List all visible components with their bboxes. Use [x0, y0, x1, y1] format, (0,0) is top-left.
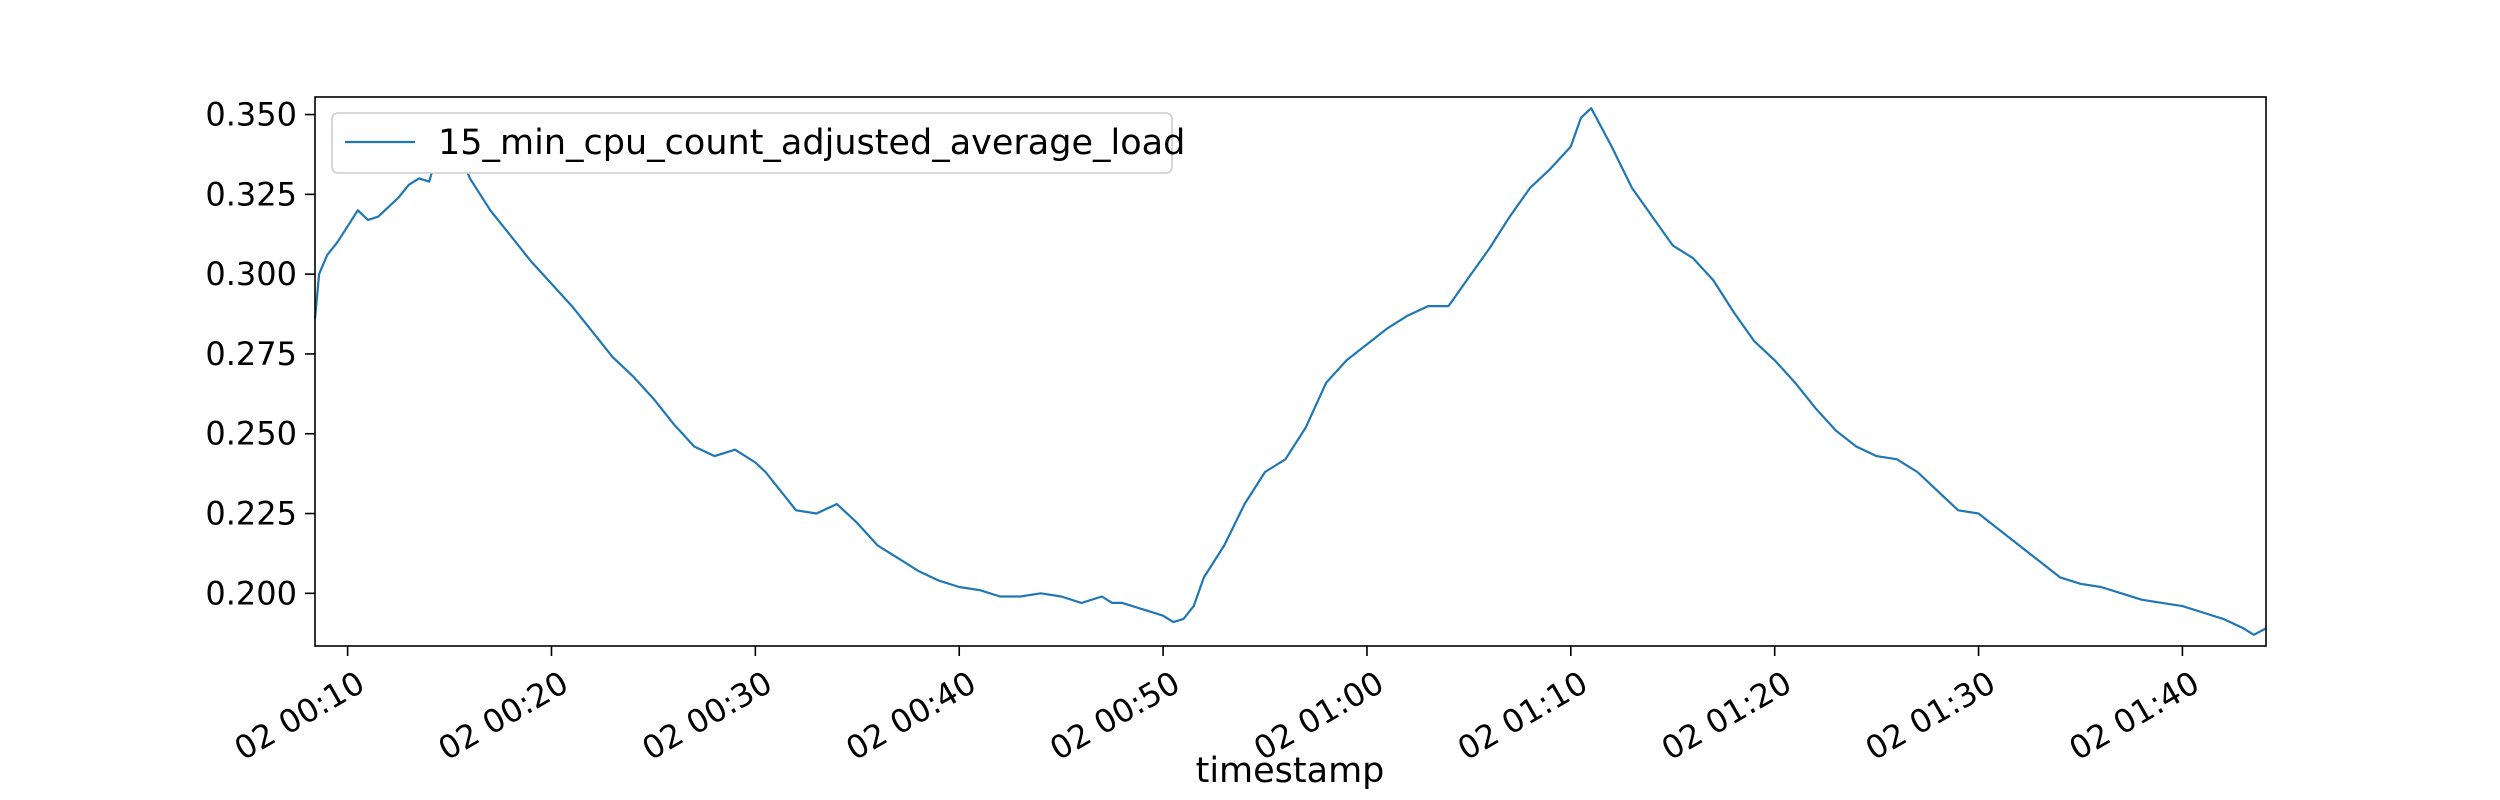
legend-label: 15_min_cpu_count_adjusted_average_load — [438, 123, 1185, 163]
y-tick-label: 0.350 — [205, 96, 297, 134]
y-tick-label: 0.325 — [205, 175, 297, 213]
x-tick-label: 02 01:30 — [1859, 663, 2002, 767]
series-line — [313, 107, 2267, 636]
y-tick-label: 0.300 — [205, 255, 297, 293]
x-tick-label: 02 01:20 — [1655, 663, 1798, 767]
plot-frame — [314, 96, 2267, 647]
plot-area — [315, 97, 2266, 646]
y-tick-label: 0.200 — [205, 574, 297, 612]
legend-box — [331, 112, 1173, 174]
y-tick-label: 0.225 — [205, 495, 297, 533]
x-tick-label: 02 00:20 — [432, 663, 575, 767]
x-tick-label: 02 00:40 — [839, 663, 982, 767]
y-tick-label: 0.250 — [205, 415, 297, 453]
x-tick-label: 02 00:50 — [1043, 663, 1186, 767]
x-tick-label: 02 01:40 — [2063, 663, 2206, 767]
x-axis-ticks: 02 00:10 02 00:20 02 00:30 02 00:40 02 00:50… — [228, 646, 2206, 768]
y-axis-ticks: 0.200 0.225 0.250 0.275 0.300 0.325 0.350 — [205, 96, 315, 612]
x-tick-label: 02 00:10 — [228, 663, 371, 767]
legend: 15_min_cpu_count_adjusted_average_load — [331, 112, 1185, 174]
x-tick-label: 02 00:30 — [636, 663, 779, 767]
y-tick-label: 0.275 — [205, 335, 297, 373]
x-tick-label: 02 01:10 — [1451, 663, 1594, 767]
x-axis-title: timestamp — [1196, 751, 1385, 791]
